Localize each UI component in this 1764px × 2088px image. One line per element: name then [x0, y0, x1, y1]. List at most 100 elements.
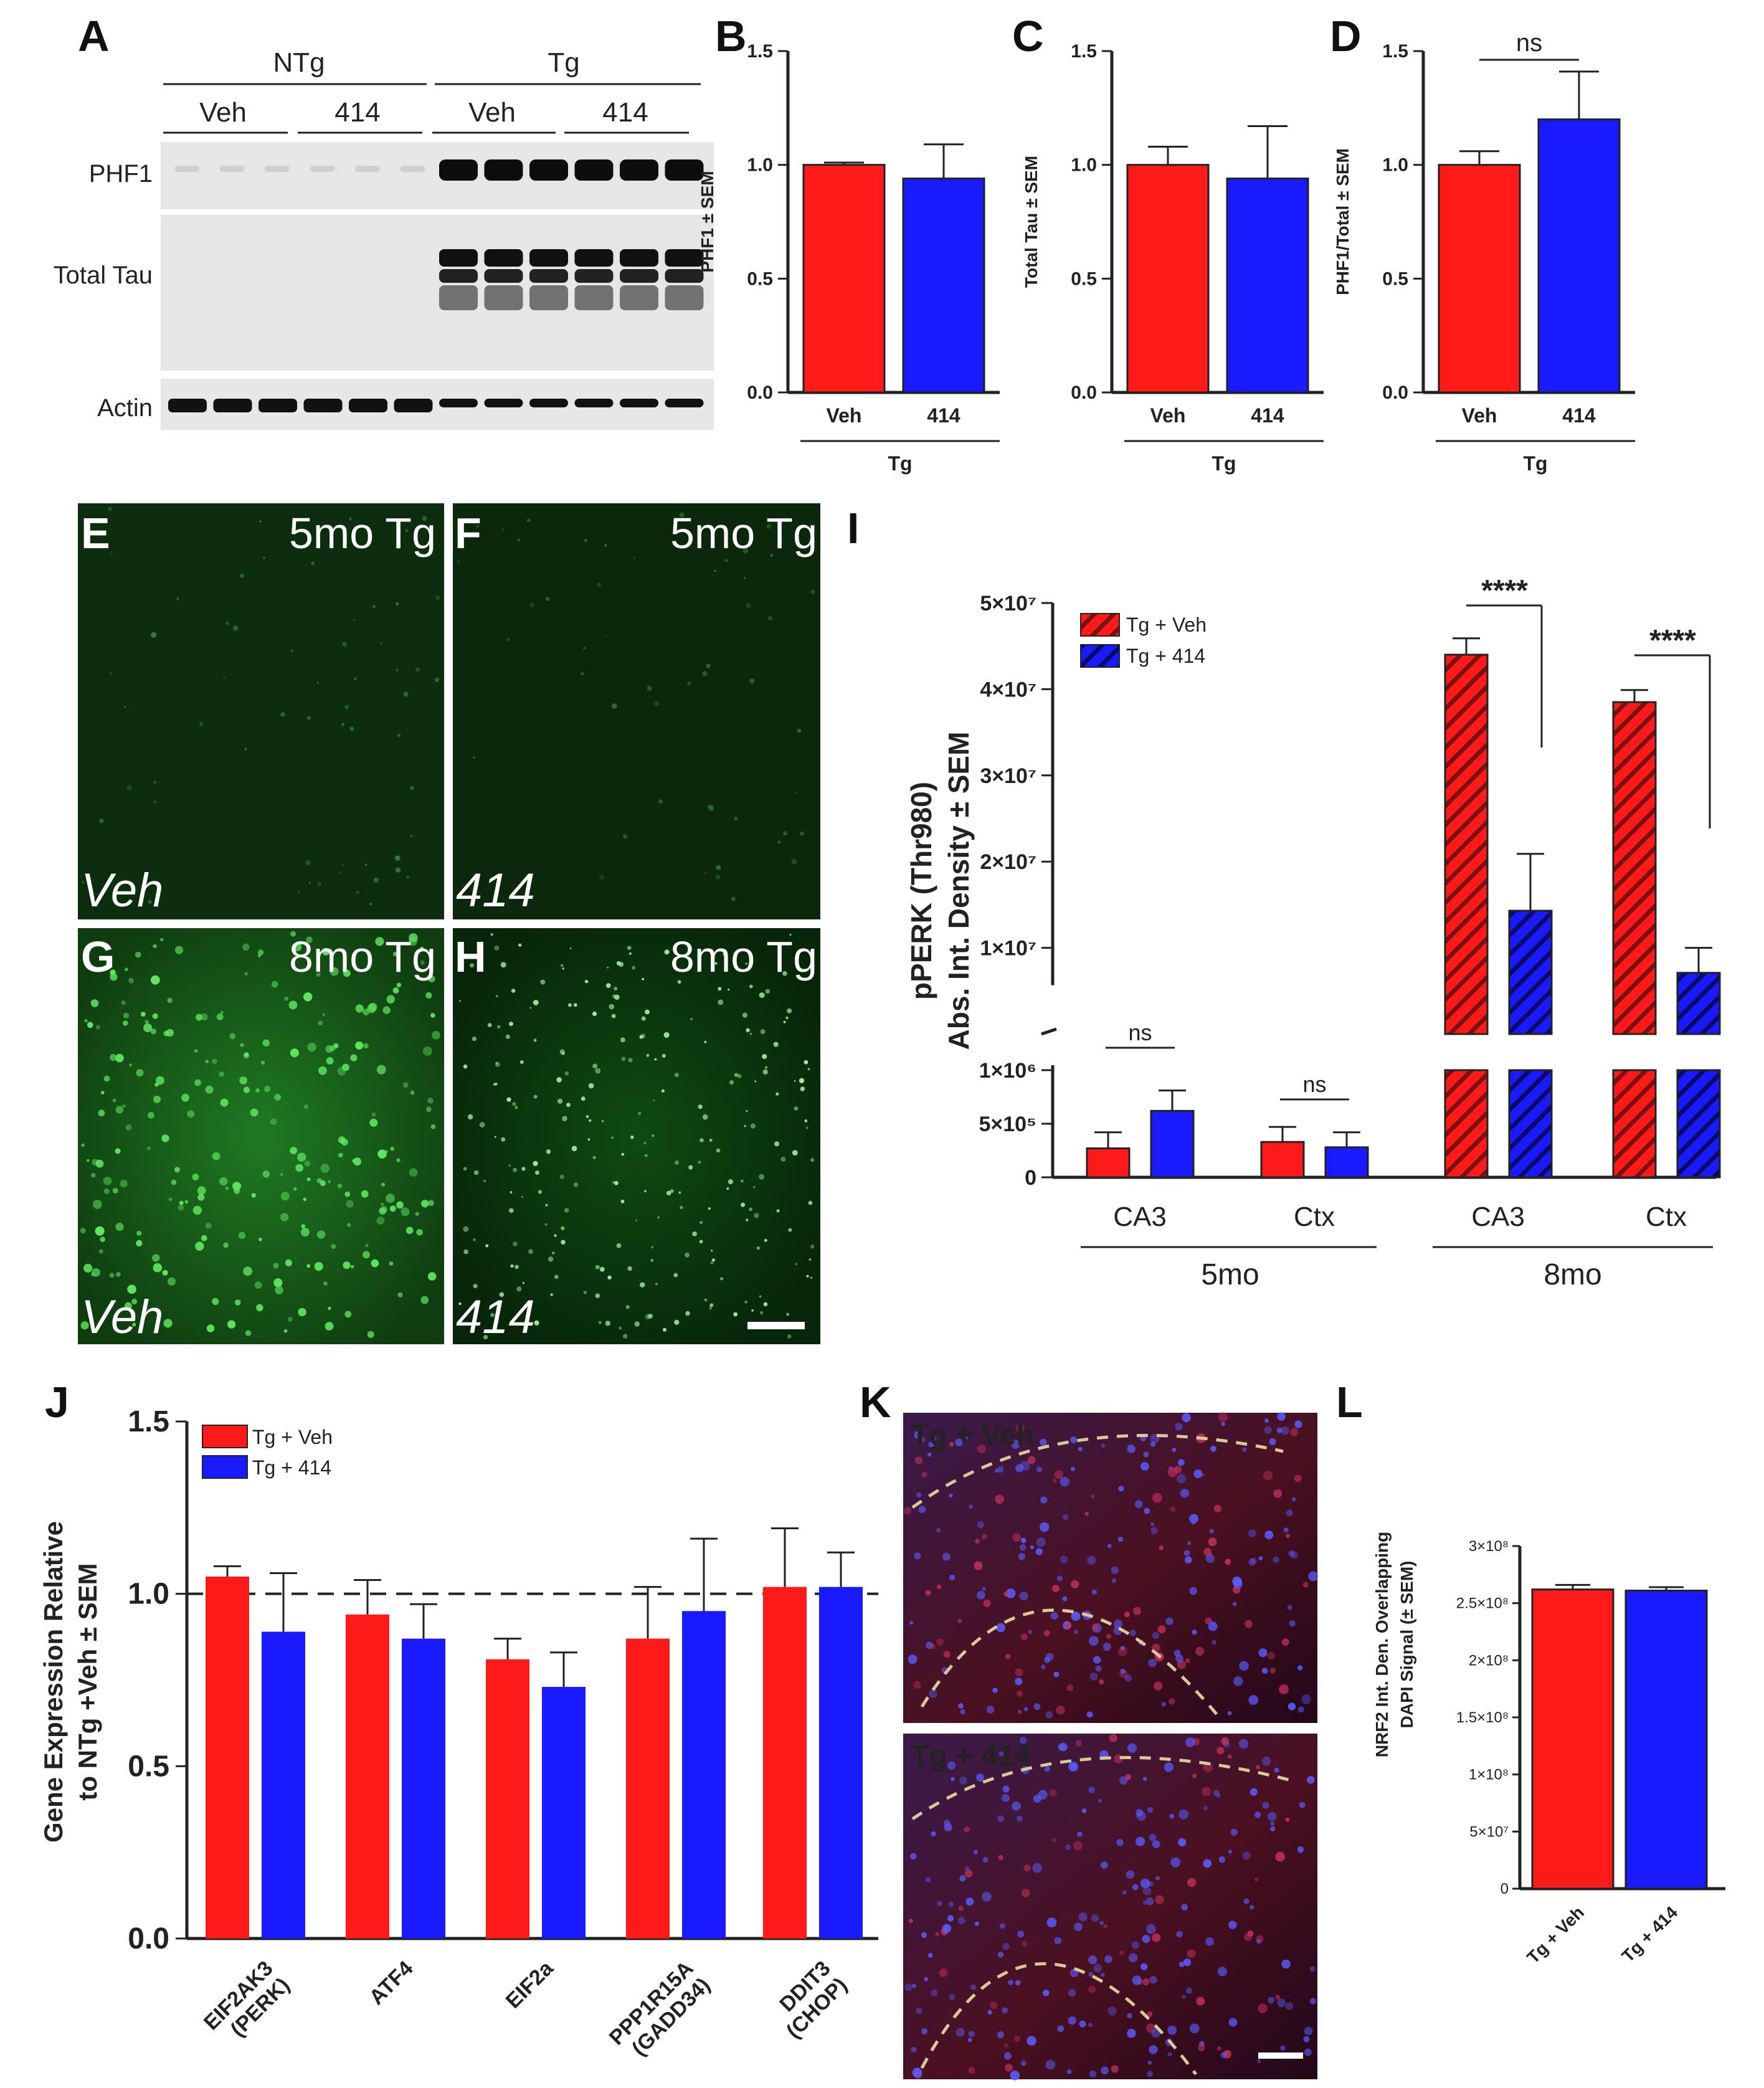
micrograph-k-nuclei — [903, 1412, 1319, 2081]
nucleus — [949, 1494, 953, 1498]
speckle — [533, 1000, 539, 1005]
nucleus — [1132, 1975, 1142, 1985]
group-label: Tg — [1523, 452, 1547, 475]
speckle — [533, 1038, 537, 1042]
nucleus — [998, 1854, 1003, 1860]
speckle — [283, 1329, 288, 1333]
nucleus — [1020, 1633, 1028, 1641]
speckle — [647, 685, 652, 691]
nucleus — [1274, 1767, 1279, 1773]
nucleus — [1030, 1545, 1034, 1549]
speckle — [795, 1263, 798, 1265]
nucleus — [1091, 1914, 1099, 1922]
speckle — [734, 817, 738, 820]
speckle — [244, 747, 247, 751]
nucleus — [1088, 2023, 1093, 2028]
panel-label-c: C — [1012, 12, 1044, 60]
micrograph-f-age: 5mo Tg — [670, 509, 817, 558]
nucleus — [1070, 1466, 1076, 1471]
nucleus — [999, 1923, 1006, 1929]
speckle — [463, 1249, 468, 1255]
speckle — [238, 1231, 246, 1239]
speckle — [410, 1090, 415, 1095]
nucleus — [1183, 1958, 1192, 1967]
speckle — [685, 1252, 690, 1258]
speckle — [653, 700, 660, 706]
speckle — [657, 1216, 660, 1219]
speckle — [251, 1193, 257, 1198]
nucleus — [1045, 1711, 1053, 1719]
nucleus — [977, 1445, 986, 1454]
nucleus — [1181, 1904, 1188, 1911]
speckle — [592, 1063, 598, 1069]
nucleus — [1172, 1448, 1177, 1452]
speckle — [633, 556, 636, 559]
speckle — [483, 1179, 486, 1183]
speckle — [131, 1299, 138, 1304]
bar-eif2a-veh — [486, 1659, 529, 1939]
nucleus — [1111, 2065, 1119, 2073]
nucleus — [1189, 2023, 1200, 2034]
bar-ppp1r15a-veh — [626, 1638, 670, 1939]
y-tick-label: 1×10⁶ — [979, 1059, 1036, 1083]
speckle — [115, 1106, 124, 1114]
panel-label-h: H — [455, 932, 486, 981]
panel-label-l: L — [1336, 1378, 1363, 1426]
speckle — [153, 1263, 163, 1273]
panel-label-a: A — [78, 12, 110, 60]
nucleus — [997, 1952, 1004, 1958]
nucleus — [1285, 1817, 1290, 1822]
y-tick-label: 1.0 — [1071, 155, 1097, 176]
speckle — [581, 1096, 586, 1101]
blot-band-actin-4 — [303, 399, 343, 412]
micrograph-e — [78, 503, 444, 919]
speckle — [706, 804, 711, 809]
speckle — [746, 1028, 750, 1033]
bar-eif2a-414 — [542, 1687, 586, 1939]
speckle — [148, 1112, 154, 1119]
speckle — [390, 1146, 394, 1151]
nucleus — [1232, 1602, 1237, 1606]
y-tick-label: 0.0 — [1382, 382, 1408, 403]
speckle — [258, 1237, 262, 1241]
speckle — [262, 556, 266, 559]
speckle — [746, 1110, 748, 1112]
speckle — [544, 1223, 548, 1226]
nucleus — [976, 1773, 984, 1782]
speckle — [699, 1138, 704, 1142]
speckle — [306, 936, 313, 944]
speckle — [675, 1160, 680, 1165]
nucleus — [927, 1953, 933, 1958]
nucleus — [921, 1471, 927, 1478]
y-tick-label: 0.5 — [1382, 268, 1408, 289]
speckle — [81, 880, 85, 884]
nucleus — [947, 1761, 956, 1770]
speckle — [223, 676, 225, 679]
speckle — [775, 1092, 779, 1096]
nucleus — [929, 1689, 937, 1699]
speckle — [367, 1004, 376, 1013]
blot-band-tau-smear-8 — [484, 285, 523, 310]
speckle — [759, 1295, 762, 1298]
speckle — [627, 946, 632, 950]
speckle — [762, 1054, 767, 1060]
nucleus — [1118, 1646, 1127, 1656]
nucleus — [1060, 1477, 1070, 1487]
speckle — [354, 677, 357, 680]
bar-ca3-8mo-veh-upper — [1444, 653, 1489, 1035]
speckle — [699, 1240, 703, 1244]
nucleus — [942, 1924, 952, 1933]
nucleus — [1060, 1555, 1068, 1564]
speckle — [295, 1164, 303, 1172]
k-bottom-inner-boundary — [920, 1962, 1198, 2076]
speckle — [115, 1053, 124, 1063]
nucleus — [1142, 1901, 1147, 1905]
speckle — [605, 1321, 610, 1326]
speckle — [517, 538, 521, 542]
speckle — [410, 835, 413, 838]
nucleus — [1045, 2059, 1056, 2070]
speckle — [506, 1097, 511, 1102]
nucleus — [996, 1623, 1005, 1633]
speckle — [472, 756, 476, 759]
speckle — [255, 1088, 260, 1093]
